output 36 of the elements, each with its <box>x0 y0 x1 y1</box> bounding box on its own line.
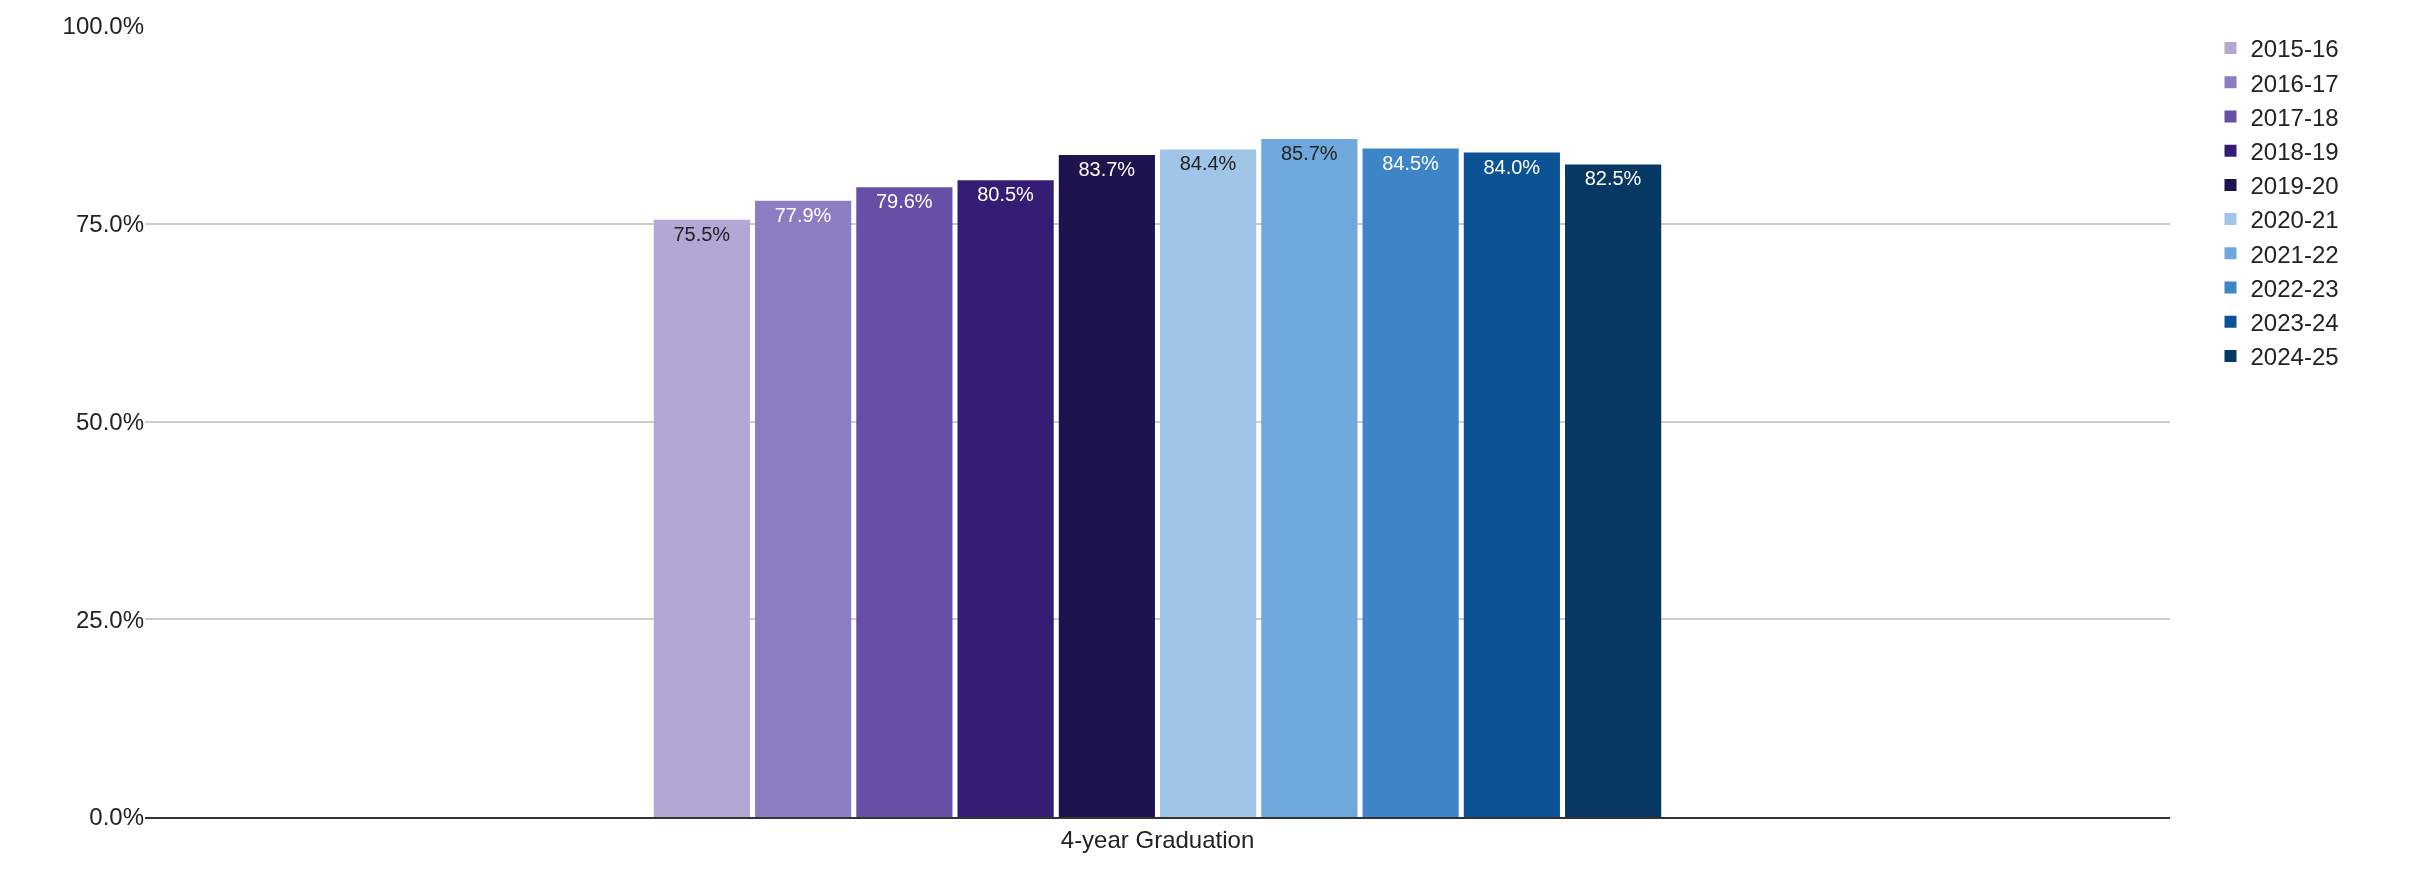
legend-label: 2024-25 <box>2250 343 2339 371</box>
bar <box>653 219 750 817</box>
bar <box>957 180 1054 817</box>
data-label: 83.7% <box>1078 157 1136 180</box>
data-label: 84.0% <box>1483 155 1541 178</box>
y-tick-label: 75.0% <box>75 210 144 238</box>
y-tick-label: 100.0% <box>62 12 144 40</box>
legend-label: 2016-17 <box>2250 69 2339 97</box>
data-label: 77.9% <box>774 203 832 226</box>
data-label: 84.5% <box>1382 151 1440 174</box>
legend-label: 2019-20 <box>2250 172 2339 200</box>
bar <box>1160 149 1257 817</box>
legend-label: 2022-23 <box>2250 274 2339 302</box>
bar <box>755 200 852 817</box>
y-tick-label: 50.0% <box>75 407 144 435</box>
data-label: 75.5% <box>673 222 731 245</box>
legend-label: 2017-18 <box>2250 103 2339 131</box>
bar <box>1463 152 1560 817</box>
data-label: 84.4% <box>1179 152 1237 175</box>
data-label: 82.5% <box>1584 167 1642 190</box>
x-tick-label: 4-year Graduation <box>1060 825 1255 853</box>
bar <box>1058 154 1155 817</box>
legend-label: 2021-22 <box>2250 240 2339 268</box>
bar <box>1261 139 1358 817</box>
y-tick-label: 0.0% <box>89 803 144 831</box>
legend-label: 2015-16 <box>2250 35 2339 63</box>
bar <box>1362 148 1459 817</box>
data-label: 80.5% <box>977 183 1035 206</box>
legend-label: 2018-19 <box>2250 138 2339 166</box>
legend-label: 2020-21 <box>2250 206 2339 234</box>
data-label: 85.7% <box>1280 142 1338 165</box>
bar <box>1565 164 1662 817</box>
legend-label: 2023-24 <box>2250 309 2339 337</box>
data-label: 79.6% <box>875 190 933 213</box>
y-tick-label: 25.0% <box>75 605 144 633</box>
bar <box>856 187 953 817</box>
